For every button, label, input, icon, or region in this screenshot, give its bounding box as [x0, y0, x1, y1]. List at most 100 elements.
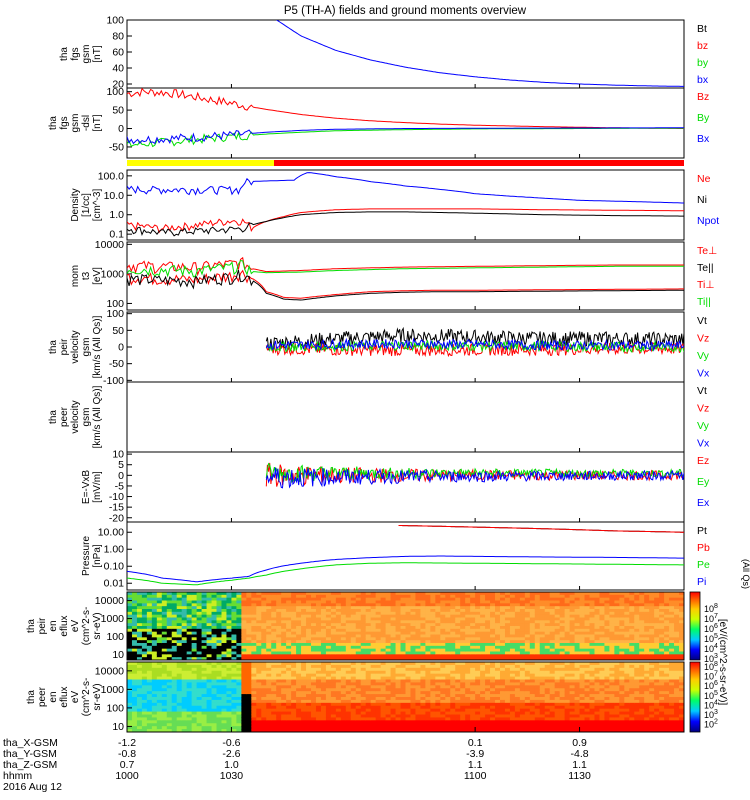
spectrogram-cell [470, 664, 476, 669]
spectrogram-cell [166, 643, 173, 647]
spectrogram-cell [216, 617, 223, 621]
spectrogram-cell [375, 617, 382, 621]
spectrogram-cell [216, 651, 223, 655]
spectrogram-cell [529, 631, 536, 636]
spectrogram-cell [549, 729, 556, 732]
spectrogram-cell [415, 606, 422, 610]
spectrogram-cell [475, 726, 481, 730]
spectrogram-cell [301, 611, 307, 616]
spectrogram-cell [504, 670, 511, 675]
spectrogram-cell [281, 620, 287, 624]
spectrogram-cell [241, 651, 247, 655]
spectrogram-cell [450, 623, 456, 627]
spectrogram-cell [301, 702, 307, 707]
spectrogram-cell [360, 637, 367, 641]
spectrogram-cell [539, 697, 546, 701]
spectrogram-cell [286, 705, 292, 710]
spectrogram-cell [261, 708, 267, 713]
spectrogram-cell [311, 597, 317, 602]
spectrogram-cell [425, 617, 431, 621]
spectrogram-cell [231, 643, 238, 647]
spectrogram-cell [127, 597, 133, 602]
spectrogram-cell [480, 623, 486, 627]
spectrogram-cell [127, 654, 133, 658]
spectrogram-cell [156, 597, 163, 602]
spectrogram-cell [266, 614, 272, 619]
spectrogram-cell [181, 702, 188, 707]
spectrogram-cell [495, 679, 501, 684]
spectrogram-cell [539, 597, 546, 602]
spectrogram-cell [350, 667, 357, 672]
spectrogram-cell [335, 628, 342, 633]
spectrogram-cell [654, 611, 660, 616]
spectrogram-cell [256, 626, 262, 630]
spectrogram-cell [231, 676, 238, 681]
spectrogram-cell [131, 664, 138, 669]
spectrogram-cell [201, 694, 208, 698]
spectrogram-cell [131, 729, 138, 732]
spectrogram-cell [400, 673, 407, 678]
spectrogram-cell [380, 597, 387, 602]
spectrogram-cell [544, 691, 551, 695]
ylabel-line: [eV] [92, 267, 103, 285]
spectrogram-cell [127, 667, 133, 672]
spectrogram-cell [450, 597, 456, 602]
spectrogram-cell [231, 708, 238, 713]
bgsm-frame [126, 87, 685, 159]
spectrogram-cell [669, 620, 675, 624]
spectrogram-cell [291, 634, 297, 638]
spectrogram-cell [191, 597, 198, 602]
spectrogram-cell [261, 729, 267, 732]
spectrogram-cell [146, 620, 153, 624]
spectrogram-cell [226, 702, 233, 707]
spectrogram-cell [151, 592, 158, 596]
spectrogram-cell [320, 623, 327, 627]
spectrogram-cell [574, 606, 581, 610]
spectrogram-cell [514, 679, 521, 684]
spectrogram-cell [514, 685, 521, 689]
spectrogram-cell [261, 614, 267, 619]
spectrogram-cell [490, 600, 496, 604]
spectrogram-cell [430, 711, 436, 716]
spectrogram-cell [460, 694, 466, 698]
spectrogram-cell [335, 606, 342, 610]
spectrogram-cell [166, 614, 173, 619]
spectrogram-cell [171, 717, 178, 721]
spectrogram-cell [519, 723, 526, 727]
spectrogram-cell [504, 699, 511, 704]
spectrogram-cell [410, 631, 417, 636]
spectrogram-cell [425, 606, 431, 610]
spectrogram-cell [146, 626, 153, 630]
spectrogram-cell [301, 643, 307, 647]
spectrogram-cell [594, 597, 601, 602]
spectrogram-cell [380, 626, 387, 630]
spectrogram-cell [644, 606, 650, 610]
spectrogram-cell [514, 729, 521, 732]
spectrogram-cell [325, 697, 332, 701]
spectrogram-cell [524, 726, 531, 730]
spectrogram-cell [325, 651, 332, 655]
spectrogram-cell [395, 645, 402, 650]
spectrogram-cell [609, 623, 615, 627]
spectrogram-cell [639, 648, 645, 653]
spectrogram-cell [251, 723, 257, 727]
spectrogram-cell [629, 606, 635, 610]
spectrogram-cell [529, 606, 536, 610]
ytick-label: -100 [103, 375, 124, 387]
spectrogram-cell [465, 603, 471, 607]
spectrogram-cell [181, 662, 188, 666]
spectrogram-cell [539, 606, 546, 610]
spectrogram-cell [311, 673, 317, 678]
spectrogram-cell [171, 654, 178, 658]
spectrogram-cell [579, 628, 586, 633]
spectrogram-cell [251, 594, 257, 599]
spectrogram-cell [539, 667, 546, 672]
spectrogram-cell [654, 657, 660, 660]
spectrogram-cell [499, 651, 506, 655]
spectrogram-cell [445, 597, 451, 602]
spectrogram-cell [569, 634, 576, 638]
spectrogram-cell [534, 657, 541, 660]
spectrogram-cell [296, 631, 302, 636]
spectrogram-cell [519, 631, 526, 636]
spectrogram-cell [559, 699, 566, 704]
